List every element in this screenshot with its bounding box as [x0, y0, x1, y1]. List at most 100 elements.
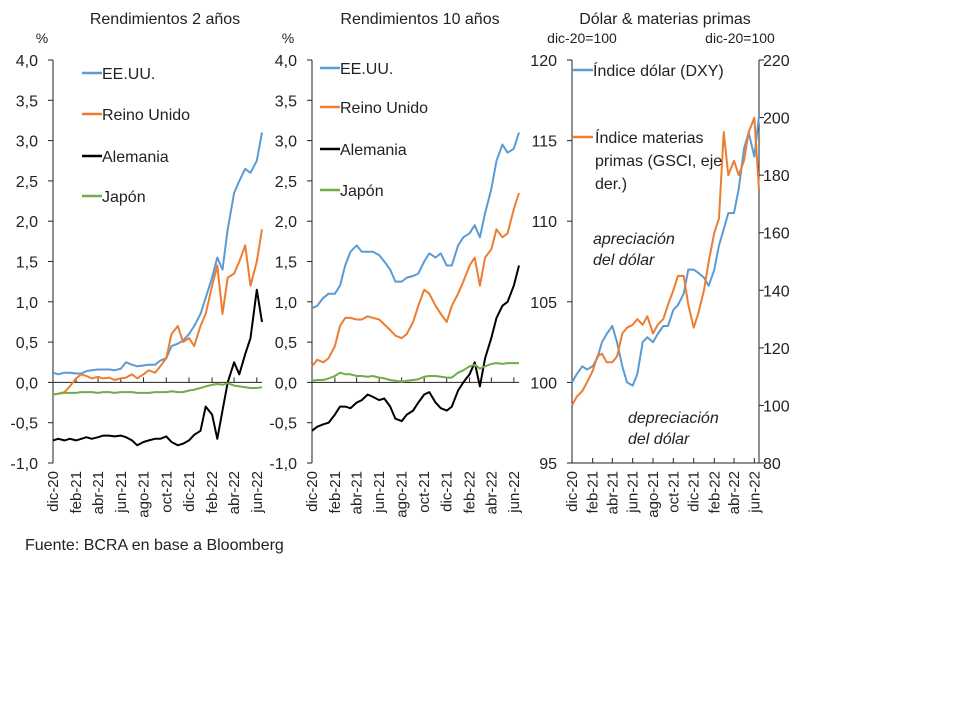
x-tick-label: abr-22: [226, 471, 243, 514]
x-tick-label: feb-21: [68, 471, 85, 514]
series-line-blue: [571, 116, 760, 387]
x-tick-label: dic-21: [439, 471, 456, 512]
y-axis-unit: %: [36, 30, 48, 46]
x-tick-label: abr-22: [483, 471, 500, 514]
legend-label: Índice dólar (DXY): [593, 61, 724, 80]
y-tick-label: 2,5: [16, 174, 38, 191]
x-tick-label: jun-22: [506, 471, 523, 514]
y-tick-right-label: 160: [763, 226, 790, 243]
y-axis-right-unit: dic-20=100: [705, 30, 775, 46]
legend-label: EE.UU.: [102, 66, 155, 83]
x-tick-label: jun-22: [746, 471, 763, 514]
legend-label: primas (GSCI, eje: [595, 153, 722, 170]
y-tick-label: 3,0: [16, 134, 38, 151]
y-tick-label: 0,5: [16, 335, 38, 352]
chart-title: Dólar & materias primas: [579, 11, 751, 28]
y-tick-right-label: 80: [763, 456, 781, 473]
y-tick-label: 110: [531, 214, 557, 231]
x-tick-label: oct-21: [158, 471, 175, 513]
y-tick-label: -1,0: [269, 456, 297, 473]
legend-label: Japón: [340, 183, 384, 200]
x-tick-label: dic-20: [45, 471, 62, 512]
y-tick-label: 0,5: [275, 335, 297, 352]
y-tick-label: 2,0: [16, 214, 38, 231]
x-tick-label: jun-22: [249, 471, 266, 514]
y-tick-right-label: 140: [763, 283, 790, 300]
x-tick-label: abr-21: [349, 471, 366, 514]
series-line-orange: [52, 229, 263, 396]
y-tick-label: 105: [530, 295, 557, 312]
x-tick-label: abr-22: [726, 471, 743, 514]
x-tick-label: dic-20: [304, 471, 321, 512]
x-tick-label: dic-21: [686, 471, 703, 512]
y-tick-label: 1,5: [275, 255, 297, 272]
x-tick-label: ago-21: [645, 471, 662, 518]
y-tick-label: 1,0: [16, 295, 38, 312]
y-tick-label: 2,5: [275, 174, 297, 191]
legend-label: Japón: [102, 189, 146, 206]
legend-label: EE.UU.: [340, 61, 393, 78]
y-tick-label: 115: [531, 134, 557, 151]
series-line-blue: [311, 132, 520, 310]
x-tick-label: ago-21: [394, 471, 411, 518]
y-tick-label: 3,0: [275, 134, 297, 151]
x-tick-label: oct-21: [665, 471, 682, 513]
series-line-green: [311, 362, 519, 383]
legend-label: Reino Unido: [102, 107, 190, 124]
series-line-orange: [311, 192, 520, 367]
legend-label: der.): [595, 176, 627, 193]
series-line-blue: [52, 132, 263, 376]
chart-title: Rendimientos 10 años: [340, 11, 499, 28]
y-tick-label: 1,0: [275, 295, 297, 312]
y-tick-label: 95: [539, 456, 557, 473]
y-tick-right-label: 100: [763, 398, 790, 415]
x-tick-label: oct-21: [416, 471, 433, 513]
y-tick-right-label: 220: [763, 53, 790, 70]
legend-label: Alemania: [102, 149, 169, 166]
y-tick-right-label: 200: [763, 111, 790, 128]
legend-label: Alemania: [340, 142, 407, 159]
y-tick-label: 4,0: [275, 53, 297, 70]
x-tick-label: feb-22: [204, 471, 221, 514]
y-tick-label: 4,0: [16, 53, 38, 70]
y-tick-label: 0,0: [275, 375, 297, 392]
x-tick-label: feb-21: [327, 471, 344, 514]
chart-title: Rendimientos 2 años: [90, 11, 240, 28]
legend-label: Índice materias: [595, 128, 704, 147]
x-tick-label: abr-21: [90, 471, 107, 514]
annotation: apreciación: [593, 231, 675, 248]
y-axis-unit: dic-20=100: [547, 30, 617, 46]
x-tick-label: jun-21: [625, 471, 642, 514]
y-tick-label: -0,5: [269, 416, 297, 433]
series-line-green: [52, 382, 263, 396]
annotation: depreciación: [628, 410, 719, 427]
y-tick-right-label: 180: [763, 168, 790, 185]
series-line-black: [311, 265, 520, 432]
y-tick-label: 3,5: [275, 93, 297, 110]
annotation: del dólar: [593, 252, 655, 269]
y-tick-label: -0,5: [10, 416, 38, 433]
x-tick-label: abr-21: [604, 471, 621, 514]
x-tick-label: jun-21: [371, 471, 388, 514]
x-tick-label: feb-21: [585, 471, 602, 514]
y-tick-label: 2,0: [275, 214, 297, 231]
x-tick-label: ago-21: [136, 471, 153, 518]
x-tick-label: jun-21: [113, 471, 130, 514]
y-tick-label: 120: [530, 53, 557, 70]
y-tick-label: 100: [530, 375, 557, 392]
y-axis-unit: %: [282, 30, 294, 46]
annotation: del dólar: [628, 431, 690, 448]
series-line-black: [52, 288, 263, 447]
y-tick-label: -1,0: [10, 456, 38, 473]
x-tick-label: feb-22: [462, 471, 479, 514]
y-tick-label: 3,5: [16, 93, 38, 110]
y-tick-right-label: 120: [763, 341, 790, 358]
x-tick-label: dic-21: [181, 471, 198, 512]
series-line-orange: [571, 116, 760, 406]
x-tick-label: dic-20: [564, 471, 581, 512]
y-tick-label: 1,5: [16, 255, 38, 272]
y-tick-label: 0,0: [16, 375, 38, 392]
x-tick-label: feb-22: [706, 471, 723, 514]
